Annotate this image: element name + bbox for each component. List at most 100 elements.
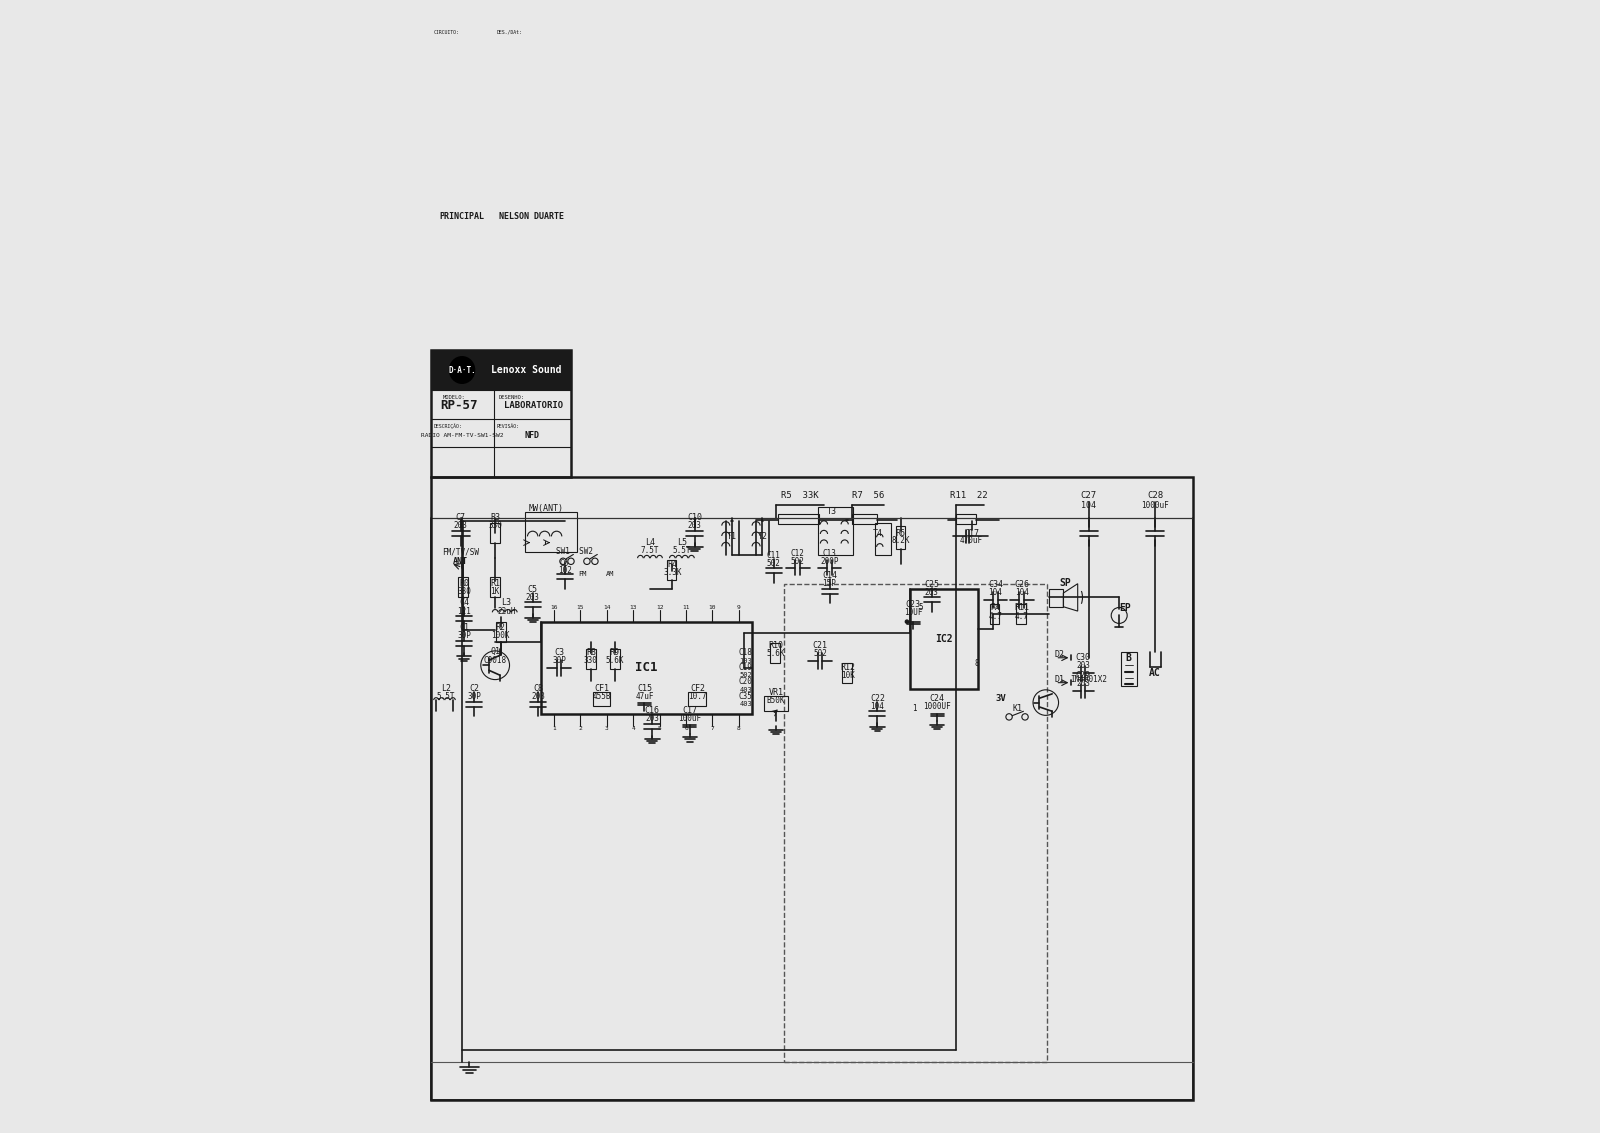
Text: 10: 10 xyxy=(709,605,717,611)
Bar xyxy=(851,514,877,523)
Text: 14: 14 xyxy=(603,605,611,611)
Text: C18: C18 xyxy=(739,648,752,657)
Bar xyxy=(541,622,752,714)
Text: C13: C13 xyxy=(822,548,837,557)
Bar xyxy=(586,649,595,668)
Text: 203: 203 xyxy=(688,521,702,530)
Text: C23: C23 xyxy=(906,600,922,610)
Text: 104: 104 xyxy=(1082,501,1096,510)
Text: C27: C27 xyxy=(1082,492,1098,501)
Text: 104: 104 xyxy=(989,588,1003,597)
Bar xyxy=(910,589,978,689)
Text: 4: 4 xyxy=(632,725,635,731)
Text: C8: C8 xyxy=(533,684,544,693)
Text: 15: 15 xyxy=(576,605,584,611)
Text: 11: 11 xyxy=(682,605,690,611)
Text: SP: SP xyxy=(1059,578,1070,588)
Text: R7  56: R7 56 xyxy=(851,492,883,501)
Text: B50K: B50K xyxy=(766,696,786,705)
Text: SW1  SW2: SW1 SW2 xyxy=(557,547,594,556)
Bar xyxy=(990,604,1000,623)
Text: 1: 1 xyxy=(552,725,555,731)
Text: PRINCIPAL: PRINCIPAL xyxy=(440,213,485,221)
Text: R0: R0 xyxy=(459,579,469,588)
Text: 3.3K: 3.3K xyxy=(662,568,682,577)
Text: D2: D2 xyxy=(1054,650,1064,659)
Text: R5  33K: R5 33K xyxy=(781,492,819,501)
Text: 455B: 455B xyxy=(594,692,611,701)
Text: 203: 203 xyxy=(925,588,939,597)
Bar xyxy=(490,522,499,543)
Text: IC2: IC2 xyxy=(936,634,954,644)
Text: C17: C17 xyxy=(965,529,979,538)
Text: R3: R3 xyxy=(490,513,501,522)
Text: 203: 203 xyxy=(454,521,467,530)
Text: 13: 13 xyxy=(629,605,637,611)
Text: 203: 203 xyxy=(1077,662,1090,671)
Bar xyxy=(955,514,976,523)
Text: MODELO:: MODELO: xyxy=(443,395,466,400)
Text: 502: 502 xyxy=(739,672,752,679)
Text: C34: C34 xyxy=(989,580,1003,589)
Text: 7: 7 xyxy=(710,725,714,731)
Bar xyxy=(432,350,571,477)
Bar xyxy=(765,697,789,710)
Text: C20: C20 xyxy=(739,676,752,685)
Text: NELSON DUARTE: NELSON DUARTE xyxy=(499,213,565,221)
Text: EP: EP xyxy=(1120,603,1131,613)
Text: 502: 502 xyxy=(790,556,805,565)
Text: C28: C28 xyxy=(1147,492,1163,501)
Text: 16: 16 xyxy=(550,605,558,611)
Circle shape xyxy=(906,620,909,623)
Text: REVISÃO:: REVISÃO: xyxy=(498,424,520,429)
Text: 4.7: 4.7 xyxy=(989,612,1003,621)
Text: C5: C5 xyxy=(528,585,538,594)
Text: 3V: 3V xyxy=(995,693,1006,702)
Text: 8: 8 xyxy=(974,659,979,668)
Bar xyxy=(1050,589,1064,607)
Bar xyxy=(610,649,619,668)
Text: 5: 5 xyxy=(658,725,661,731)
Text: 1000uF: 1000uF xyxy=(1141,501,1170,510)
Text: 5.5T: 5.5T xyxy=(672,546,691,555)
Text: C3: C3 xyxy=(554,648,565,657)
Text: 502: 502 xyxy=(813,649,827,658)
Text: CF1: CF1 xyxy=(595,684,610,693)
Text: 200P: 200P xyxy=(821,556,838,565)
Text: C4: C4 xyxy=(459,598,469,607)
Text: 3: 3 xyxy=(605,725,608,731)
Text: 403: 403 xyxy=(739,701,752,707)
Text: R4: R4 xyxy=(667,560,677,569)
Text: Lenoxx Sound: Lenoxx Sound xyxy=(491,365,562,375)
Text: 10K: 10K xyxy=(842,671,854,680)
Bar xyxy=(667,560,677,580)
Text: C17: C17 xyxy=(682,706,698,715)
Text: 502: 502 xyxy=(766,559,781,568)
Text: RADIO AM-FM-TV-SW1-SW2: RADIO AM-FM-TV-SW1-SW2 xyxy=(421,434,504,438)
Text: C30: C30 xyxy=(1075,654,1091,663)
Text: R9: R9 xyxy=(610,648,619,657)
Text: B: B xyxy=(1126,653,1131,663)
Text: R11  22: R11 22 xyxy=(950,492,987,501)
Text: L5: L5 xyxy=(677,538,686,547)
Bar xyxy=(459,577,469,597)
Text: T4: T4 xyxy=(874,529,883,538)
Text: C21: C21 xyxy=(813,641,827,650)
Text: C11: C11 xyxy=(766,551,781,560)
Text: 403: 403 xyxy=(739,687,752,692)
Bar xyxy=(1016,604,1026,623)
Text: 5: 5 xyxy=(918,604,923,613)
Text: 30P: 30P xyxy=(552,656,566,665)
Text: 7.5T: 7.5T xyxy=(640,546,659,555)
Text: T2: T2 xyxy=(757,531,768,540)
Text: 203: 203 xyxy=(531,692,546,701)
Text: R6: R6 xyxy=(896,529,906,538)
Text: C12: C12 xyxy=(790,548,805,557)
Text: 121: 121 xyxy=(458,606,470,615)
Text: C22: C22 xyxy=(870,693,885,702)
Text: C9018: C9018 xyxy=(483,656,507,665)
Text: 330: 330 xyxy=(458,587,470,596)
Text: LABORATORIO: LABORATORIO xyxy=(504,401,563,410)
Bar xyxy=(432,477,1194,1100)
Text: AM: AM xyxy=(606,571,614,577)
